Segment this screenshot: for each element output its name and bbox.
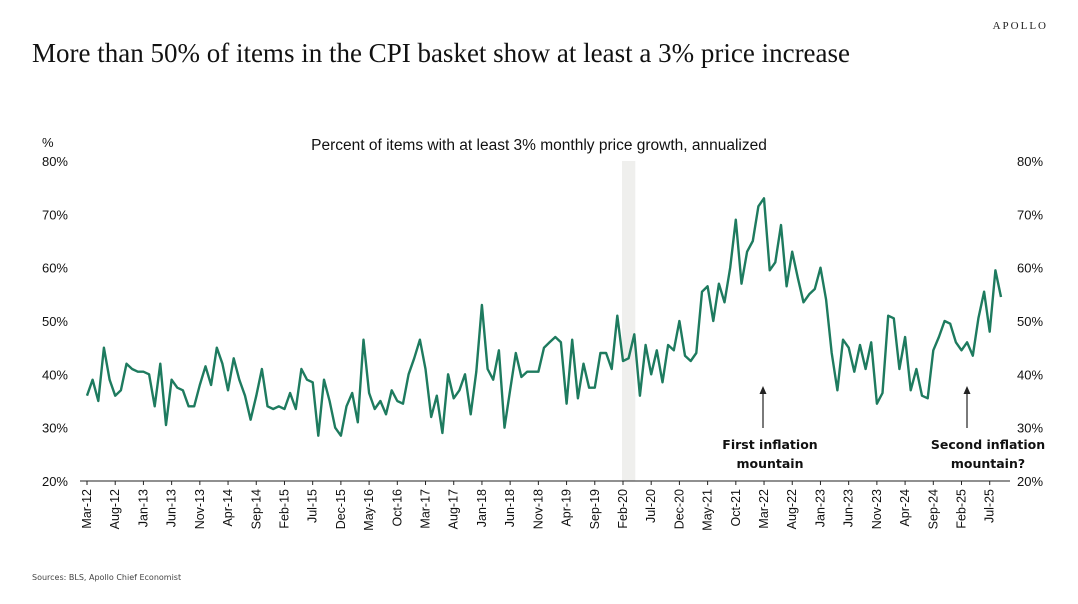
x-tick-label: Jun-13 (165, 489, 179, 527)
x-tick-label: Mar-17 (419, 489, 433, 529)
x-tick-label: Sep-14 (249, 489, 263, 529)
y-tick-right: 40% (1017, 367, 1043, 382)
shaded-period (621, 161, 636, 481)
x-tick-label: Mar-22 (757, 489, 771, 529)
y-tick-left: 30% (42, 421, 68, 436)
arrow-head-icon (963, 386, 971, 394)
annotation-text: Second inflation (931, 437, 1045, 452)
y-tick-left: 60% (42, 261, 68, 276)
x-tick-label: Nov-23 (870, 489, 884, 529)
x-tick-label: Feb-25 (955, 489, 969, 529)
annotation-text: mountain (736, 456, 803, 471)
x-tick-label: Apr-19 (560, 489, 574, 527)
y-tick-left: 50% (42, 314, 68, 329)
x-tick-label: Jan-13 (136, 489, 150, 527)
x-tick-label: Nov-18 (531, 489, 545, 529)
y-tick-left: 70% (42, 207, 68, 222)
x-tick-label: Dec-15 (334, 489, 348, 529)
y-tick-right: 50% (1017, 314, 1043, 329)
chart-title: Percent of items with at least 3% monthl… (311, 137, 767, 154)
y-tick-right: 80% (1017, 154, 1043, 169)
x-tick-label: Aug-22 (785, 489, 799, 529)
x-tick-label: Jun-18 (503, 489, 517, 527)
x-tick-label: Jul-20 (644, 489, 658, 523)
x-tick-label: May-21 (701, 489, 715, 531)
page-title: More than 50% of items in the CPI basket… (32, 38, 851, 68)
y-tick-left: 40% (42, 367, 68, 382)
x-tick-label: Nov-13 (193, 489, 207, 529)
y-tick-right: 70% (1017, 207, 1043, 222)
data-line (85, 197, 1003, 437)
x-tick-label: Jan-23 (813, 489, 827, 527)
x-tick-label: Jul-25 (983, 489, 997, 523)
x-tick-label: Sep-24 (926, 489, 940, 529)
x-tick-label: May-16 (362, 489, 376, 531)
y-axis-label: % (42, 135, 54, 150)
x-tick-label: Dec-20 (672, 489, 686, 529)
y-tick-right: 60% (1017, 261, 1043, 276)
x-tick-label: Jul-15 (306, 489, 320, 523)
x-tick-label: Sep-19 (588, 489, 602, 529)
x-tick-label: Apr-24 (898, 489, 912, 527)
x-tick-label: Aug-12 (108, 489, 122, 529)
annotation-text: mountain? (951, 456, 1025, 471)
x-tick-label: Mar-12 (80, 489, 94, 529)
y-tick-right: 20% (1017, 474, 1043, 489)
annotation-text: First inflation (722, 437, 817, 452)
x-tick-label: Oct-16 (390, 489, 404, 527)
y-tick-left: 80% (42, 154, 68, 169)
x-tick-label: Aug-17 (447, 489, 461, 529)
y-tick-right: 30% (1017, 421, 1043, 436)
x-tick-label: Jan-18 (475, 489, 489, 527)
y-tick-left: 20% (42, 474, 68, 489)
x-tick-label: Apr-14 (221, 489, 235, 527)
x-tick-label: Feb-15 (277, 489, 291, 529)
source-note: Sources: BLS, Apollo Chief Economist (32, 573, 182, 582)
x-tick-label: Jun-23 (842, 489, 856, 527)
x-tick-label: Feb-20 (616, 489, 630, 529)
arrow-head-icon (759, 386, 767, 394)
x-tick-label: Oct-21 (729, 489, 743, 527)
brand-logo: APOLLO (992, 20, 1048, 32)
